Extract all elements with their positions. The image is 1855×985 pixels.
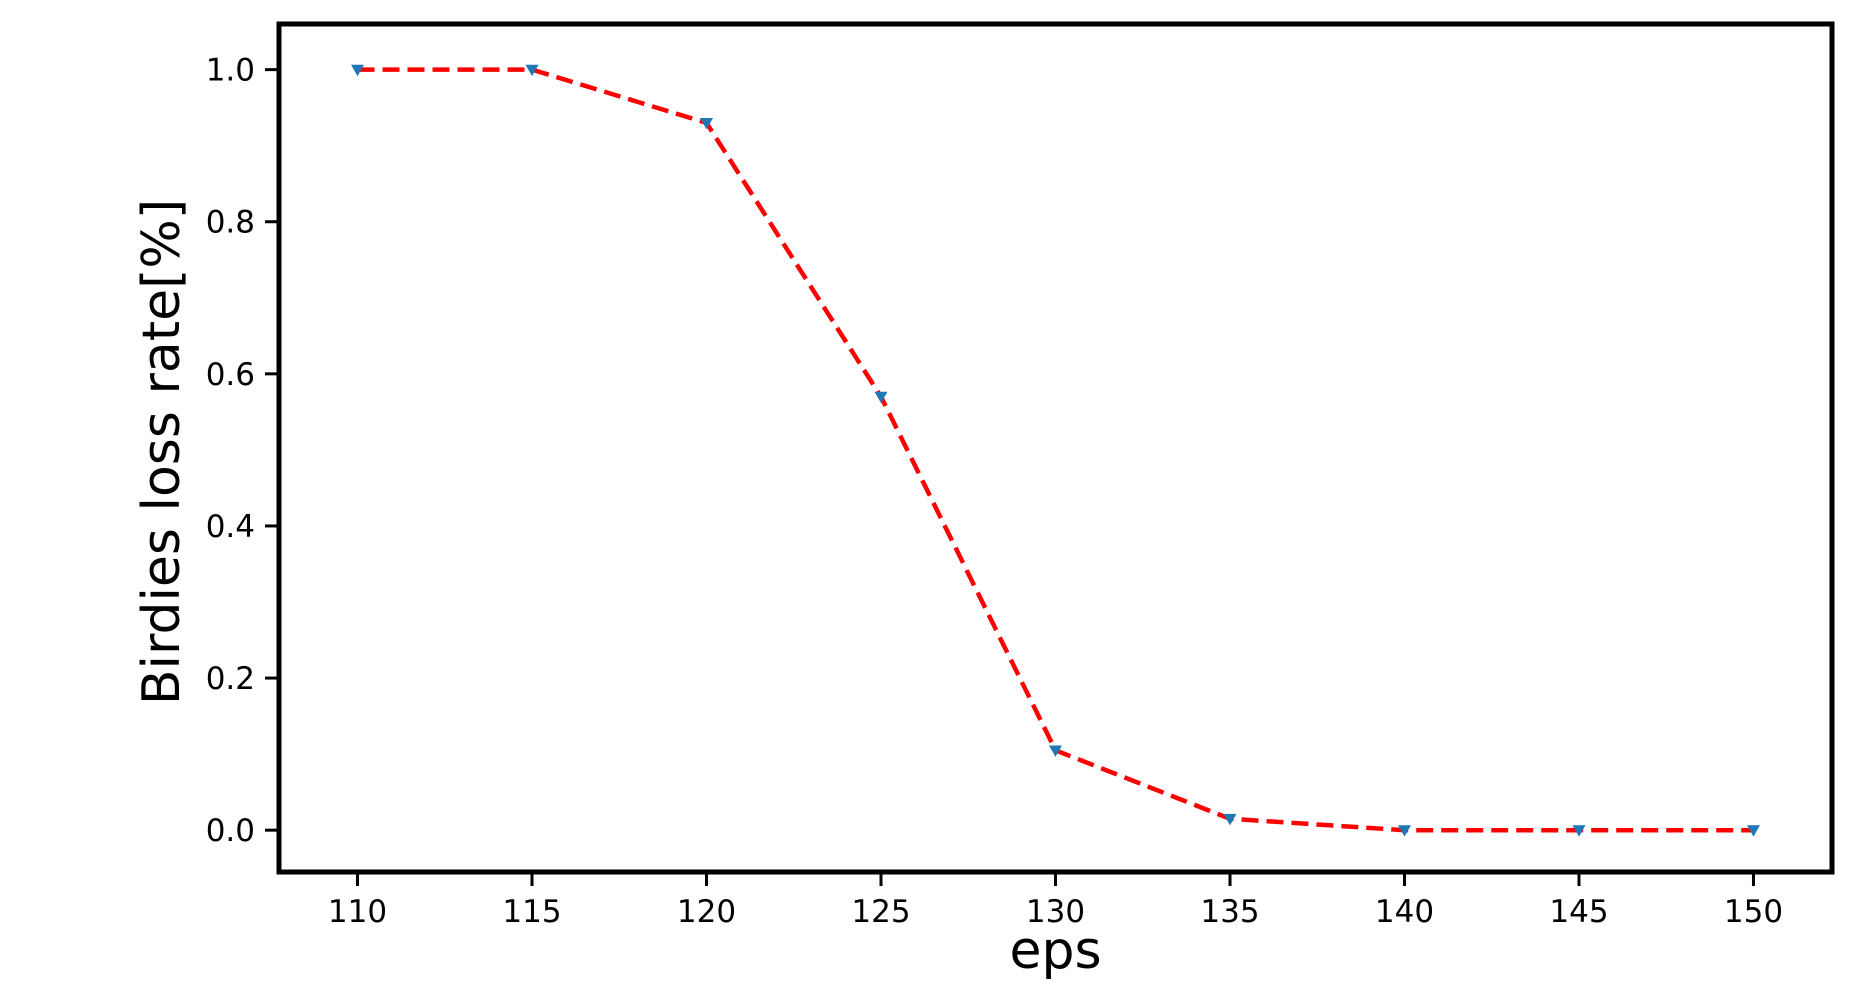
y-tick-label: 1.0	[206, 53, 255, 89]
data-point-marker	[1223, 813, 1237, 826]
y-tick-label: 0.6	[206, 357, 255, 393]
y-tick-label: 0.0	[206, 813, 255, 849]
x-axis-title: eps	[1009, 921, 1101, 981]
x-axis-ticks: 110 115 120 125 130 135 140 145 150	[328, 872, 1783, 930]
x-tick-label: 130	[1026, 894, 1085, 930]
y-tick-label: 0.8	[206, 205, 255, 241]
data-point-marker	[1397, 825, 1411, 837]
x-tick-label: 145	[1549, 894, 1608, 930]
data-point-marker	[1746, 825, 1760, 837]
y-axis-ticks: 0.0 0.2 0.4 0.6 0.8 1.0	[206, 53, 279, 849]
series-layer	[351, 64, 1760, 837]
y-tick-label: 0.4	[206, 509, 255, 545]
x-tick-label: 115	[502, 894, 561, 930]
data-point-marker	[1572, 825, 1586, 837]
x-tick-label: 125	[851, 894, 910, 930]
data-point-marker	[700, 117, 714, 130]
x-tick-label: 120	[677, 894, 736, 930]
x-tick-label: 150	[1724, 894, 1783, 930]
data-point-marker	[351, 64, 365, 77]
plot-frame	[276, 21, 1835, 875]
y-tick-label: 0.2	[206, 661, 255, 697]
x-tick-label: 140	[1375, 894, 1434, 930]
data-point-marker	[1049, 745, 1062, 757]
x-tick-label: 110	[328, 894, 387, 930]
x-tick-label: 135	[1200, 894, 1259, 930]
data-point-marker	[525, 64, 539, 77]
y-axis-title: Birdies loss rate[%]	[132, 199, 192, 705]
data-point-marker	[874, 391, 888, 404]
